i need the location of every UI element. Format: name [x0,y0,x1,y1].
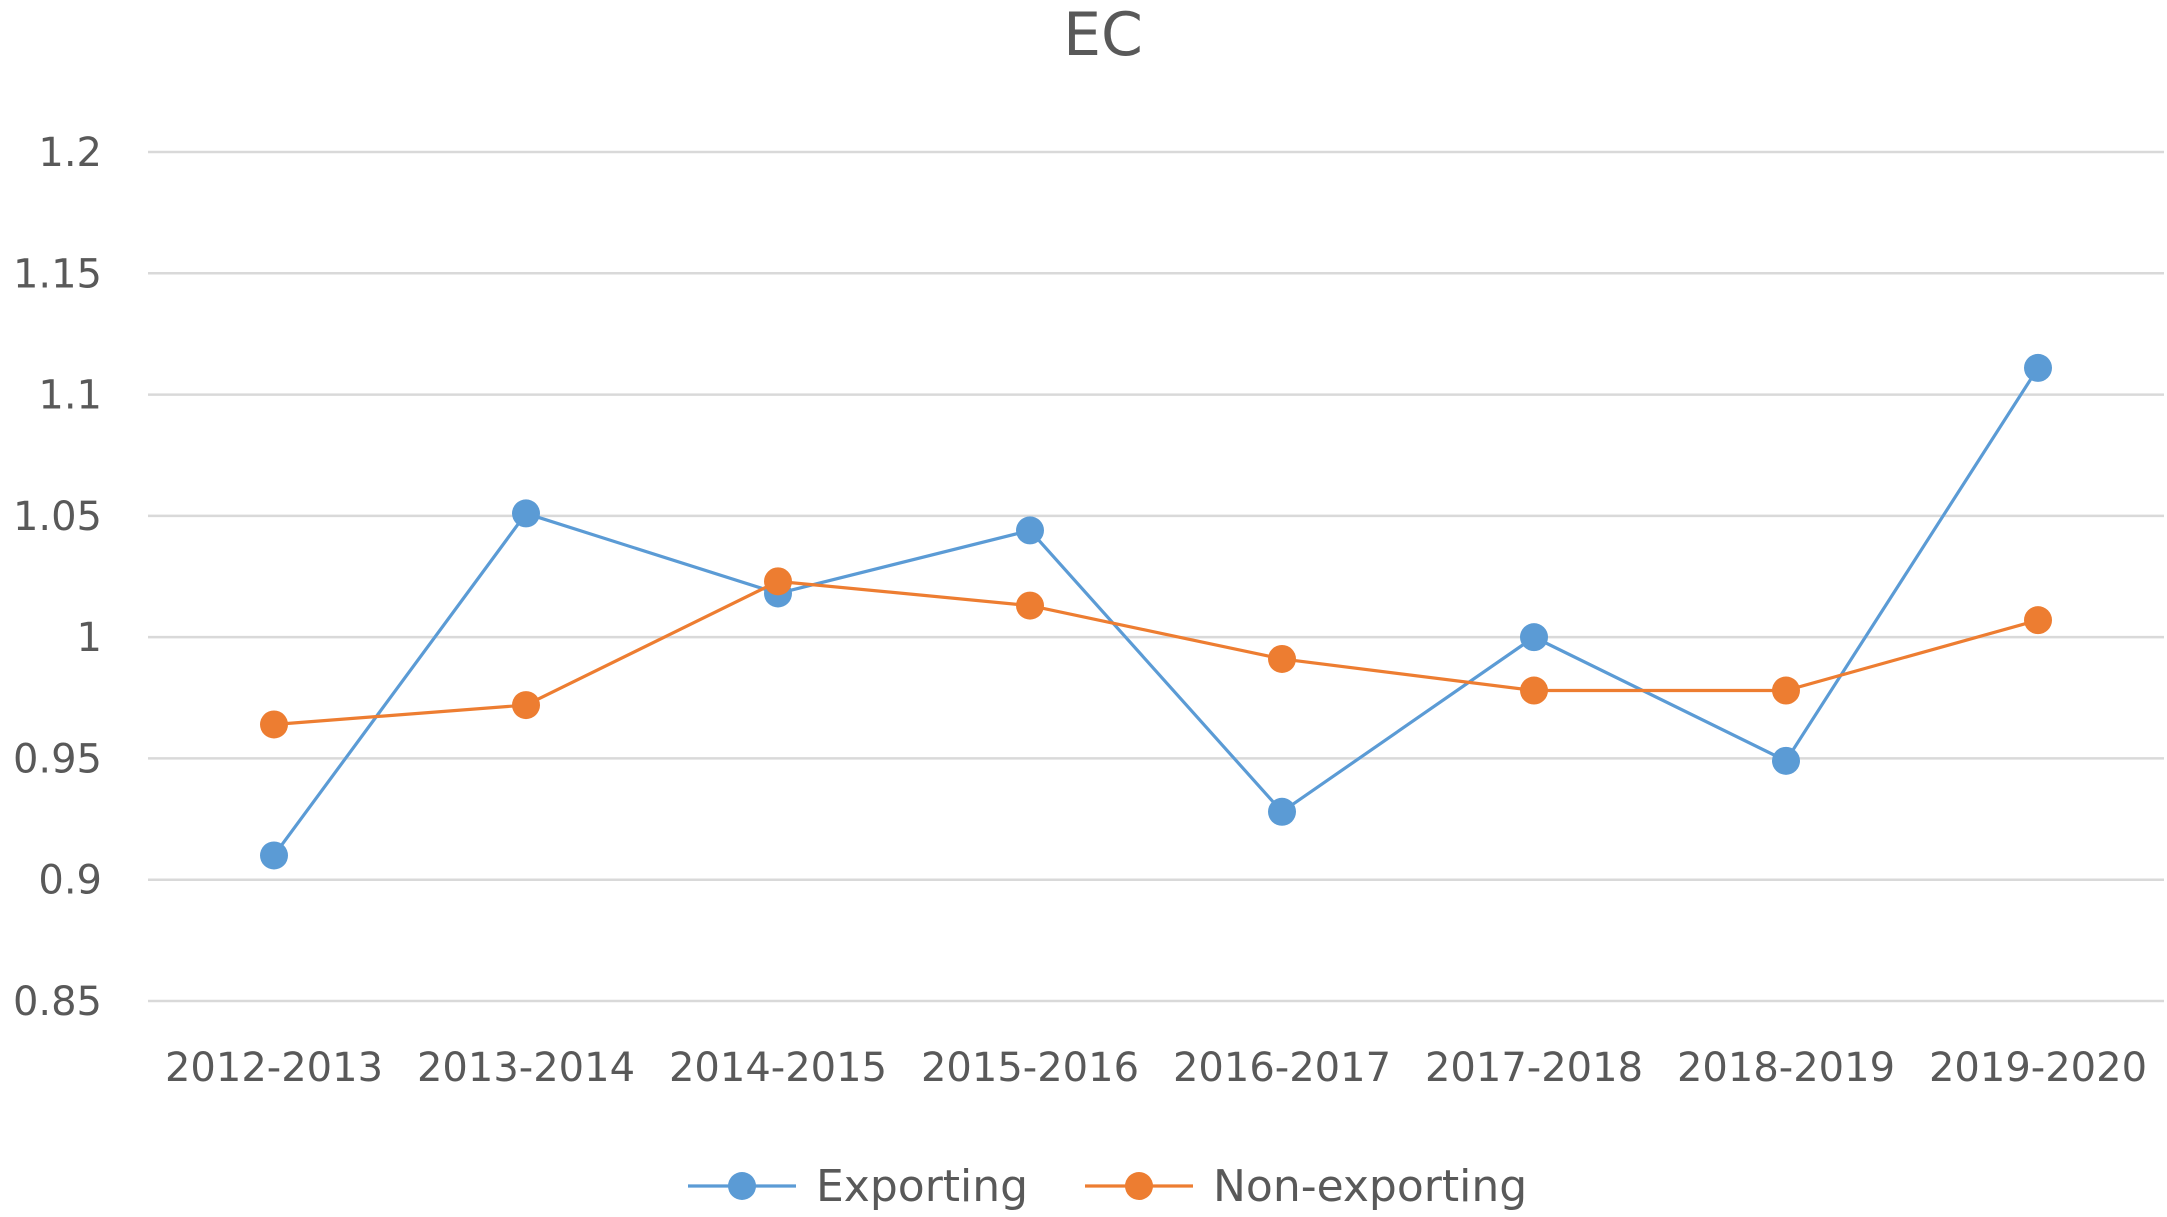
y-tick-label: 1.1 [38,373,102,419]
y-tick-label: 0.9 [38,858,102,904]
series-exporting [260,353,2052,870]
series-line [273,579,2039,727]
x-tick-label: 2015-2016 [921,1045,1139,1091]
x-tick-label: 2017-2018 [1425,1045,1643,1091]
data-point [1772,676,1800,705]
data-point [1772,746,1800,775]
legend-label: Exporting [816,1161,1028,1212]
y-tick-label: 1 [77,615,102,661]
x-tick-label: 2013-2014 [417,1045,635,1091]
legend-item: Exporting [688,1161,1028,1212]
data-point [260,710,288,739]
data-point [2024,606,2052,635]
y-tick-label: 0.95 [13,736,102,782]
x-tick-label: 2016-2017 [1173,1045,1391,1091]
y-tick-label: 1.2 [38,130,102,176]
y-tick-label: 1.05 [13,494,102,540]
x-tick-label: 2019-2020 [1929,1045,2147,1091]
x-tick-label: 2014-2015 [669,1045,887,1091]
gridlines [148,150,2164,1003]
data-point [1268,644,1296,673]
y-tick-label: 1.15 [13,251,102,297]
series-lines [260,353,2052,870]
chart-title: EC [1063,0,1143,70]
legend-marker [1125,1172,1153,1200]
x-tick-label: 2018-2019 [1677,1045,1895,1091]
data-point [512,691,540,720]
data-point [1520,623,1548,652]
data-point [764,567,792,596]
data-point [1016,516,1044,545]
data-point [260,841,288,870]
data-point [2024,353,2052,382]
series-line [272,367,2040,857]
data-point [1520,676,1548,705]
data-point [1016,591,1044,620]
y-tick-label: 0.85 [13,979,102,1025]
data-point [512,499,540,528]
data-point [1268,797,1296,826]
legend-marker [728,1172,756,1200]
x-axis-tick-labels: 2012-2013 2013-2014 2014-2015 2015-2016 2016… [165,1045,2147,1091]
series-non-exporting [260,567,2052,739]
legend-label: Non-exporting [1213,1161,1527,1212]
x-tick-label: 2012-2013 [165,1045,383,1091]
y-axis-tick-labels: 0.85 0.9 0.95 1 1.05 1.1 1.15 1.2 [13,130,102,1025]
legend-item: Non-exporting [1085,1161,1527,1212]
legend: Exporting Non-exporting [688,1161,1527,1212]
